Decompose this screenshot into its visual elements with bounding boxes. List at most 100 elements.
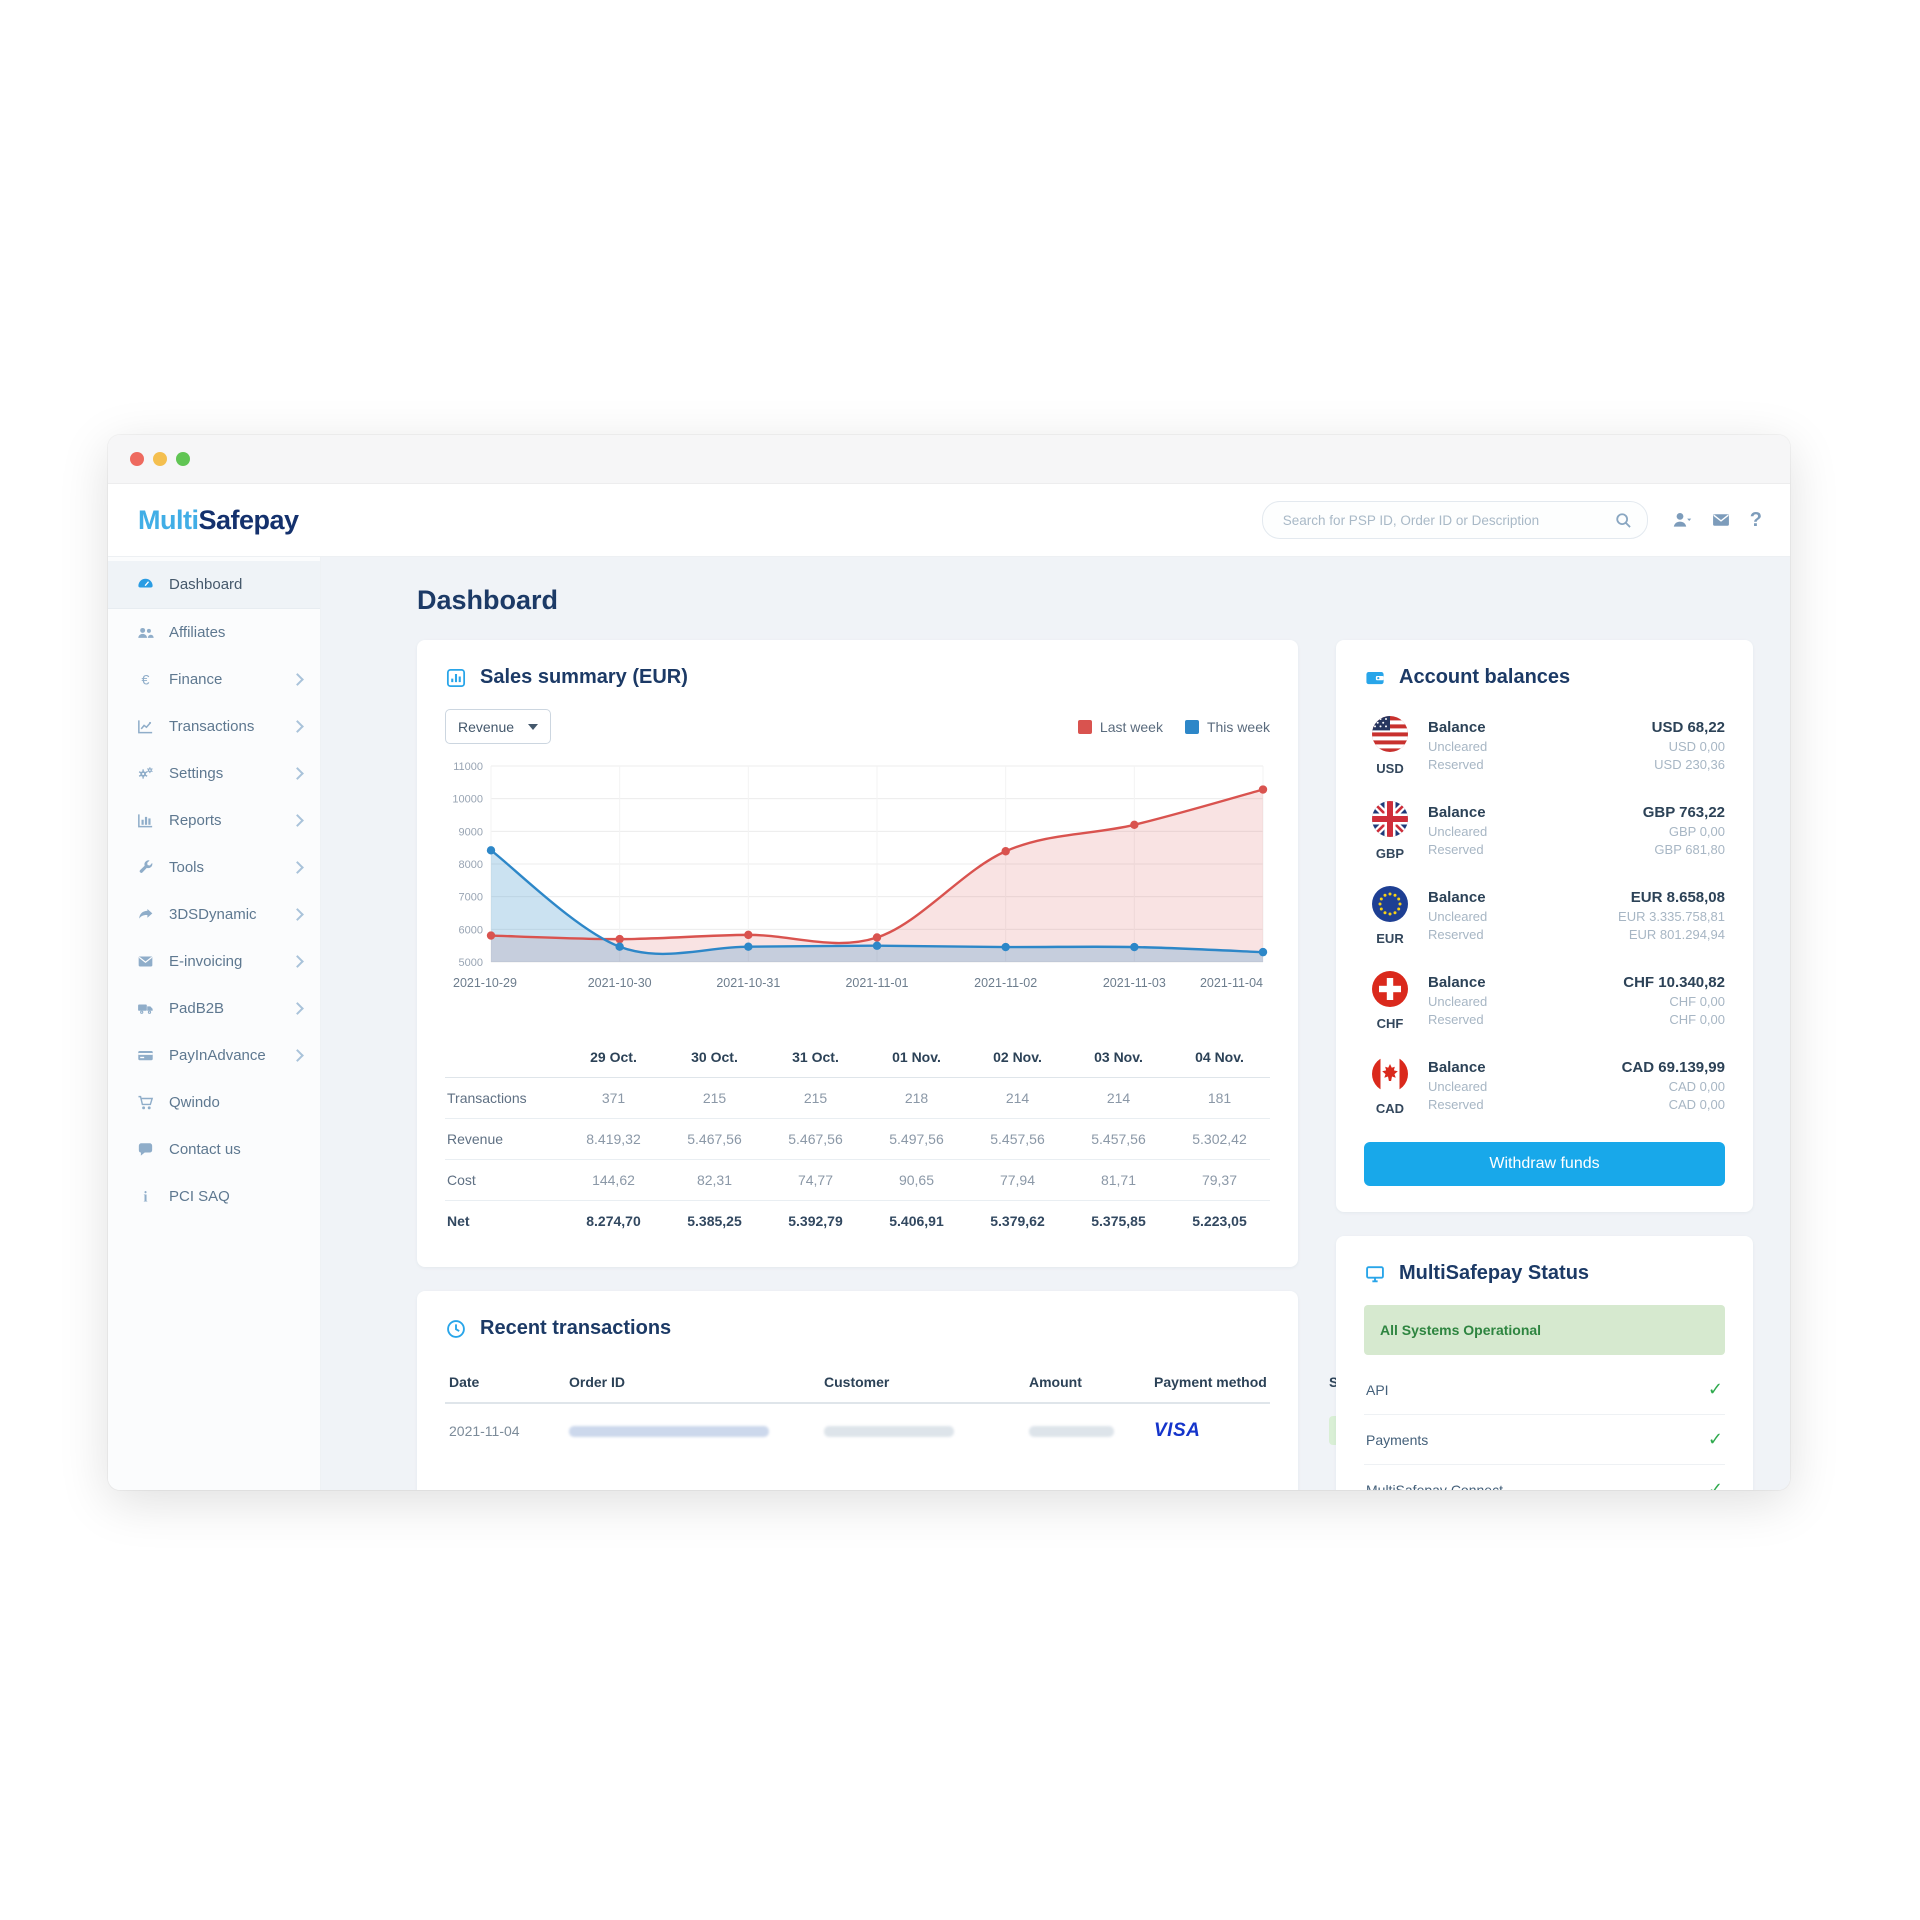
svg-text:2021-11-02: 2021-11-02 [974,976,1037,990]
cell-value: 214 [1106,1090,1131,1106]
info-icon: i [136,1187,155,1206]
sales-table-column-header: 03 Nov. [1094,1049,1143,1065]
account-balances-card: Account balances USD Balance Uncleared Rese… [1336,640,1753,1212]
check-icon: ✓ [1707,1479,1723,1490]
truck-icon [136,999,155,1018]
metric-select[interactable]: Revenue [445,709,552,744]
cell-value: 5.497,56 [889,1131,944,1147]
gauge-icon [136,575,155,594]
chart-legend: Last week This week [1077,719,1270,735]
check-icon: ✓ [1707,1379,1723,1399]
sales-table-header: 29 Oct. 30 Oct. 31 Oct. 01 Nov. 02 Nov. 03 No… [445,1037,1270,1078]
sidebar-item-pci-saq[interactable]: i PCI SAQ [108,1173,320,1220]
help-button[interactable]: ? [1749,508,1762,531]
service-name: MultiSafepay Connect [1366,1481,1503,1491]
balance-row-cad: CAD Balance Uncleared Reserved CAD 69.139,99… [1364,1043,1725,1128]
sales-chart: 5000 6000 7000 8000 9000 10000 11000 2021-10-29… [445,754,1270,1017]
status-row-api: API ✓ [1364,1365,1725,1415]
cell-value: 5.375,85 [1091,1213,1146,1229]
account-balances-title: Account balances [1399,666,1571,688]
close-window-button[interactable] [130,452,144,466]
sidebar-item-transactions[interactable]: Transactions [108,703,320,750]
chevron-right-icon [291,1049,304,1062]
chart-line-icon [136,717,155,736]
multisafepay-logo[interactable]: MultiSafepay [138,505,299,536]
sidebar-item-e-invoicing[interactable]: E-invoicing [108,938,320,985]
balance-value: USD 68,22 [1651,718,1725,736]
cell-value: 90,65 [898,1172,935,1188]
sales-table-column-header: 30 Oct. [691,1049,738,1065]
transaction-order-id[interactable] [569,1426,769,1438]
sidebar-item-3dsdynamic[interactable]: 3DSDynamic [108,891,320,938]
sidebar-item-dashboard[interactable]: Dashboard [108,561,320,609]
cell-value: 5.379,62 [990,1213,1045,1229]
sidebar-item-tools[interactable]: Tools [108,844,320,891]
withdraw-funds-button[interactable]: Withdraw funds [1364,1142,1725,1186]
messages-button[interactable] [1710,509,1732,531]
sidebar-item-label: Settings [169,765,224,782]
reserved-value: CHF 0,00 [1669,1011,1725,1027]
monitor-icon [1364,1263,1386,1285]
row-label: Transactions [447,1090,527,1106]
chevron-right-icon [291,767,304,780]
sidebar-item-contact-us[interactable]: Contact us [108,1126,320,1173]
svg-text:2021-10-31: 2021-10-31 [716,976,780,990]
cell-value: 215 [702,1090,727,1106]
sidebar-item-finance[interactable]: € Finance [108,656,320,703]
user-menu-button[interactable] [1670,509,1692,531]
chevron-right-icon [291,720,304,733]
sidebar-item-qwindo[interactable]: Qwindo [108,1079,320,1126]
uncleared-value: EUR 3.335.758,81 [1618,909,1725,925]
sidebar-item-settings[interactable]: Settings [108,750,320,797]
transactions-table-header: Date Order ID Customer Amount Payment method… [445,1362,1372,1404]
sidebar-item-padb2b[interactable]: PadB2B [108,985,320,1032]
chevron-right-icon [291,1002,304,1015]
balance-label: Balance [1428,1058,1486,1076]
cell-value: 5.457,56 [1091,1131,1146,1147]
minimize-window-button[interactable] [153,452,167,466]
sidebar-item-label: 3DSDynamic [169,906,257,923]
sidebar-item-reports[interactable]: Reports [108,797,320,844]
maximize-window-button[interactable] [176,452,190,466]
cell-value: 144,62 [592,1172,635,1188]
sales-table-row-revenue: Revenue 8.419,32 5.467,56 5.467,56 5.497,56 5… [445,1119,1270,1160]
sales-summary-table: 29 Oct. 30 Oct. 31 Oct. 01 Nov. 02 Nov. 03 No… [445,1037,1270,1241]
balance-label: Balance [1428,718,1486,736]
cell-value: 5.457,56 [990,1131,1045,1147]
uncleared-label: Uncleared [1428,739,1488,755]
sales-summary-title: Sales summary (EUR) [480,666,688,688]
reserved-label: Reserved [1428,756,1484,772]
sales-table-row-cost: Cost 144,62 82,31 74,77 90,65 77,94 81,71 79,37 [445,1160,1270,1201]
balance-row-eur: EUR Balance Uncleared Reserved EUR 8.658,08 E… [1364,873,1725,958]
cell-value: 5.302,42 [1192,1131,1247,1147]
sidebar-item-label: Finance [169,671,223,688]
cell-value: 82,31 [696,1172,733,1188]
app-window: MultiSafepay ? Dashboard Affiliates € Finan… [108,435,1790,1490]
search-input[interactable] [1280,511,1614,529]
usd-flag-icon [1371,715,1409,758]
recent-transactions-card: Recent transactions Date Order ID Customer… [417,1291,1435,1490]
logo-part-safepay: Safepay [198,504,299,535]
currency-code: EUR [1376,931,1404,946]
cell-value: 74,77 [797,1172,834,1188]
chevron-right-icon [291,955,304,968]
legend-item-last-week[interactable]: Last week [1077,719,1163,735]
legend-item-this-week[interactable]: This week [1184,719,1270,735]
balance-label: Balance [1428,973,1486,991]
transaction-row[interactable]: 2021-11-04 VISA Completed [445,1404,1435,1457]
search-icon[interactable] [1614,511,1633,530]
svg-text:€: € [142,672,150,688]
global-search [1261,501,1648,539]
sidebar-item-affiliates[interactable]: Affiliates [108,609,320,656]
sidebar-item-label: PayInAdvance [169,1047,266,1064]
chevron-right-icon [291,861,304,874]
sales-summary-card: Sales summary (EUR) Revenue Last week Thi… [417,640,1298,1267]
sales-table-column-header: 02 Nov. [993,1049,1042,1065]
gbp-flag-icon [1371,800,1409,843]
balance-row-gbp: GBP Balance Uncleared Reserved GBP 763,22 GBP… [1364,788,1725,873]
chat-icon [136,1140,155,1159]
sidebar-item-payinadvance[interactable]: PayInAdvance [108,1032,320,1079]
app-header: MultiSafepay ? [108,484,1790,557]
sidebar-item-label: Dashboard [169,576,243,593]
svg-text:9000: 9000 [459,826,483,838]
